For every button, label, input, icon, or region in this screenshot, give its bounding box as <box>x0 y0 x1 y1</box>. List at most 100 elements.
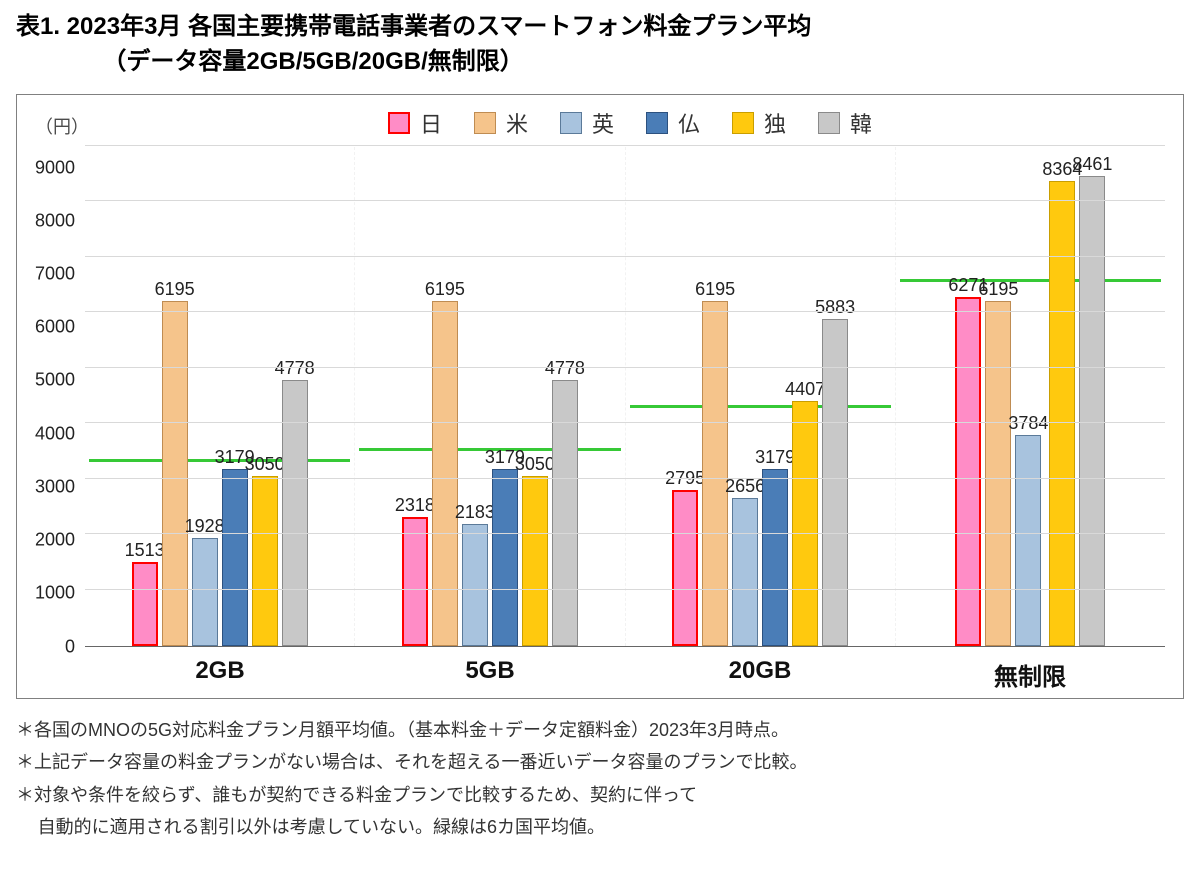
legend-label-jp: 日 <box>420 107 442 139</box>
bar-value: 5883 <box>805 297 865 318</box>
y-tick: 9000 <box>35 157 75 178</box>
legend-label-fr: 仏 <box>678 107 700 139</box>
legend-swatch-fr <box>646 112 668 134</box>
y-tick: 2000 <box>35 530 75 551</box>
bar-無制限-kr: 8461 <box>1079 176 1105 646</box>
bar-rect <box>222 469 248 646</box>
bar-value: 6195 <box>145 279 205 300</box>
bar-rect <box>492 469 518 646</box>
grid-line <box>85 589 1165 590</box>
x-categories: 2GB5GB20GB無制限 <box>85 657 1165 692</box>
x-category: 無制限 <box>895 657 1165 692</box>
legend-swatch-de <box>732 112 754 134</box>
grid-line <box>85 422 1165 423</box>
grid-line <box>85 256 1165 257</box>
title-line1: 表1. 2023年3月 各国主要携帯電話事業者のスマートフォン料金プラン平均 <box>16 10 1184 45</box>
title-line2: （データ容量2GB/5GB/20GB/無制限） <box>16 45 1184 80</box>
bar-rect <box>985 301 1011 645</box>
y-tick: 1000 <box>35 583 75 604</box>
y-tick: 7000 <box>35 264 75 285</box>
footnote-line: 自動的に適用される割引以外は考慮していない。緑線は6カ国平均値。 <box>16 812 1184 843</box>
legend-label-de: 独 <box>764 107 786 139</box>
grid-line <box>85 200 1165 201</box>
footnote-line: ＊各国のMNOの5G対応料金プラン月額平均値。（基本料金＋データ定額料金）202… <box>16 715 1184 746</box>
y-tick: 3000 <box>35 476 75 497</box>
bar-rect <box>762 469 788 646</box>
legend-item-fr: 仏 <box>646 107 700 139</box>
bar-5GB-us: 6195 <box>432 301 458 645</box>
bar-5GB-kr: 4778 <box>552 380 578 645</box>
bar-rect <box>522 476 548 645</box>
y-tick-labels: 9000800070006000500040003000200010000 <box>35 147 85 647</box>
x-axis: 2GB5GB20GB無制限 <box>35 647 1165 692</box>
bar-rect <box>792 401 818 646</box>
avg-line <box>630 405 891 408</box>
group-5GB: 231861952183317930504778 <box>354 147 624 646</box>
legend-item-jp: 日 <box>388 107 442 139</box>
legend-item-kr: 韓 <box>818 107 872 139</box>
legend-item-us: 米 <box>474 107 528 139</box>
bar-rect <box>432 301 458 645</box>
y-tick: 0 <box>65 636 75 657</box>
bar-rect <box>282 380 308 645</box>
bar-2GB-kr: 4778 <box>282 380 308 645</box>
y-tick: 8000 <box>35 210 75 231</box>
bar-無制限-jp: 6271 <box>955 297 981 645</box>
footnote-line: ＊上記データ容量の料金プランがない場合は、それを超える一番近いデータ容量のプラン… <box>16 747 1184 778</box>
bar-value: 4778 <box>535 358 595 379</box>
bar-20GB-uk: 2656 <box>732 498 758 646</box>
bar-5GB-de: 3050 <box>522 476 548 645</box>
footnote-line: ＊対象や条件を絞らず、誰もが契約できる料金プランで比較するため、契約に伴って <box>16 780 1184 811</box>
legend-label-uk: 英 <box>592 107 614 139</box>
legend-label-us: 米 <box>506 107 528 139</box>
bar-2GB-us: 6195 <box>162 301 188 645</box>
bar-rect <box>252 476 278 645</box>
legend-item-uk: 英 <box>560 107 614 139</box>
legend: 日 米 英 仏 独韓 <box>95 105 1165 147</box>
footnotes: ＊各国のMNOの5G対応料金プラン月額平均値。（基本料金＋データ定額料金）202… <box>16 715 1184 843</box>
plot-area: 1513619519283179305047782318619521833179… <box>85 147 1165 647</box>
grid-line <box>85 478 1165 479</box>
bar-rect <box>462 524 488 645</box>
group-2GB: 151361951928317930504778 <box>85 147 354 646</box>
bar-rect <box>1079 176 1105 646</box>
bar-rect <box>552 380 578 645</box>
bar-無制限-uk: 3784 <box>1015 435 1041 645</box>
bar-value: 4778 <box>265 358 325 379</box>
bar-5GB-jp: 2318 <box>402 517 428 646</box>
y-tick: 6000 <box>35 317 75 338</box>
bar-20GB-de: 4407 <box>792 401 818 646</box>
bar-rect <box>1015 435 1041 645</box>
grid-line <box>85 145 1165 146</box>
title: 表1. 2023年3月 各国主要携帯電話事業者のスマートフォン料金プラン平均 （… <box>16 10 1184 80</box>
bar-2GB-jp: 1513 <box>132 562 158 646</box>
bar-value: 6195 <box>968 279 1028 300</box>
bar-rect <box>672 490 698 645</box>
legend-swatch-jp <box>388 112 410 134</box>
bar-rect <box>192 538 218 645</box>
legend-swatch-uk <box>560 112 582 134</box>
bar-20GB-us: 6195 <box>702 301 728 645</box>
bar-rect <box>955 297 981 645</box>
grid-line <box>85 311 1165 312</box>
y-tick: 5000 <box>35 370 75 391</box>
group-20GB: 279561952656317944075883 <box>625 147 895 646</box>
bar-5GB-uk: 2183 <box>462 524 488 645</box>
chart-container: （円） 日米英仏独韓 90008000700060005000400030002… <box>16 94 1184 699</box>
legend-swatch-kr <box>818 112 840 134</box>
bar-value: 6195 <box>685 279 745 300</box>
grid-line <box>85 367 1165 368</box>
bar-rect <box>402 517 428 646</box>
bar-rect <box>162 301 188 645</box>
x-category: 5GB <box>355 657 625 692</box>
bar-value: 6195 <box>415 279 475 300</box>
bar-5GB-fr: 3179 <box>492 469 518 646</box>
bar-無制限-us: 6195 <box>985 301 1011 645</box>
bar-value: 8461 <box>1062 154 1122 175</box>
x-category: 2GB <box>85 657 355 692</box>
bar-2GB-uk: 1928 <box>192 538 218 645</box>
bar-20GB-fr: 3179 <box>762 469 788 646</box>
bar-2GB-fr: 3179 <box>222 469 248 646</box>
y-unit-label: （円） <box>35 113 95 139</box>
bar-20GB-jp: 2795 <box>672 490 698 645</box>
